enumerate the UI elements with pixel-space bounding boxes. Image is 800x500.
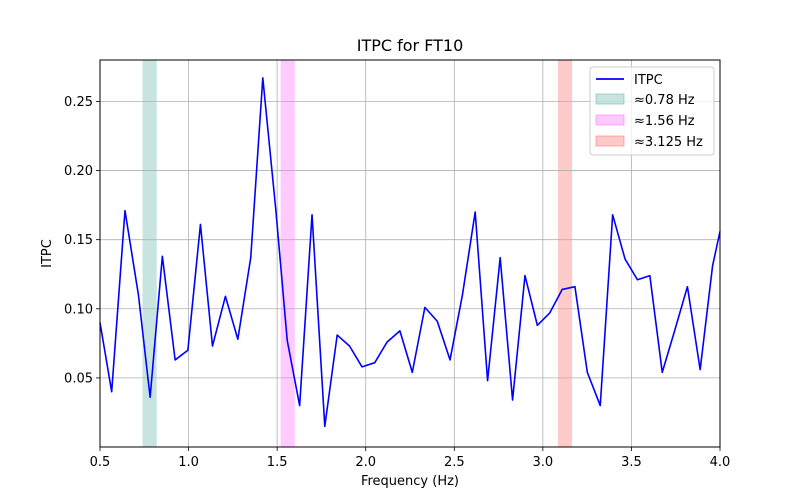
legend-label-band-2: ≈1.56 Hz [634,114,695,129]
x-tick-label-5: 3.0 [533,455,554,470]
y-tick-label-4: 0.25 [64,95,93,110]
legend-frame [589,66,715,156]
legend-label-itpc: ITPC [634,73,663,88]
band-3 [557,60,573,447]
y-tick-label-1: 0.10 [64,302,93,317]
chart-title: ITPC for FT10 [357,36,464,55]
x-axis-label: Frequency (Hz) [361,474,459,489]
y-tick-label-3: 0.20 [64,164,93,179]
x-tick-label-3: 2.0 [355,455,376,470]
band-1 [142,60,157,447]
x-tick-label-0: 0.5 [90,455,111,470]
y-tick-label-0: 0.05 [64,371,93,386]
x-tick-label-4: 2.5 [444,455,465,470]
y-tick-label-2: 0.15 [64,233,93,248]
plot-frame [99,59,721,448]
legend-label-band-1: ≈0.78 Hz [634,93,695,108]
x-tick-label-2: 1.5 [267,455,288,470]
legend-swatch-band-2 [595,114,625,126]
legend-swatch-band-1 [595,93,625,105]
x-tick-label-7: 4.0 [710,455,731,470]
legend: ITPC ≈0.78 Hz ≈1.56 Hz ≈3.125 Hz [589,66,715,156]
legend-swatch-band-3 [595,135,625,147]
x-tick-label-1: 1.0 [178,455,199,470]
x-tick-label-6: 3.5 [621,455,642,470]
y-axis-label: ITPC [40,239,55,268]
ticks-layer: 0.5 1.0 1.5 2.0 2.5 3.0 3.5 4.0 0.05 0.10 0.15 0.20… [64,95,730,470]
bands-layer [142,60,573,447]
legend-label-band-3: ≈3.125 Hz [634,135,703,150]
band-2 [280,60,295,447]
grid-layer [99,60,721,447]
